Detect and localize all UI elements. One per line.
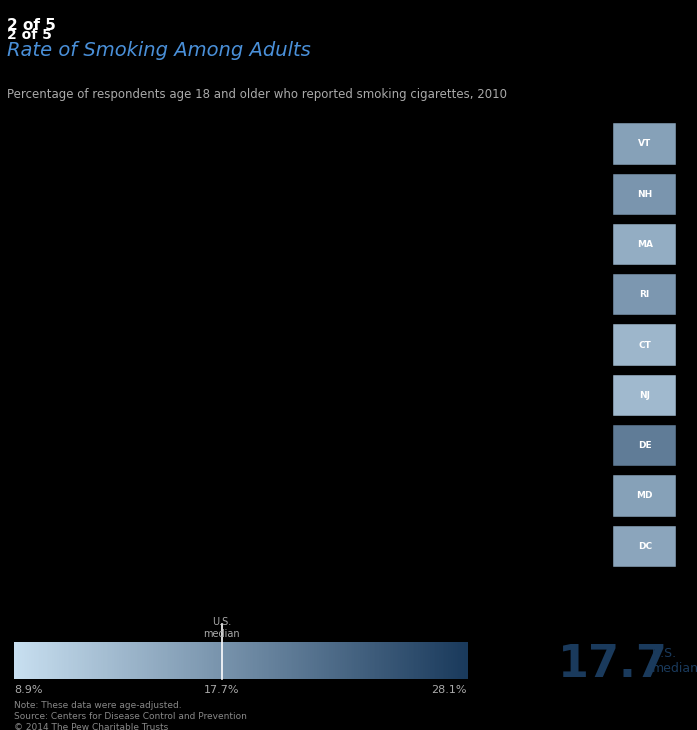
Text: NH: NH: [637, 190, 652, 199]
Text: VT: VT: [638, 139, 652, 148]
FancyBboxPatch shape: [613, 475, 676, 517]
FancyBboxPatch shape: [613, 123, 676, 164]
Text: © 2014 The Pew Charitable Trusts: © 2014 The Pew Charitable Trusts: [14, 723, 168, 730]
Text: Source: Centers for Disease Control and Prevention: Source: Centers for Disease Control and …: [14, 712, 247, 721]
Text: 8.9%: 8.9%: [14, 685, 43, 695]
Text: DC: DC: [638, 542, 652, 550]
Text: MD: MD: [636, 491, 653, 501]
Text: 17.7: 17.7: [558, 643, 668, 685]
Text: U.S.
median: U.S. median: [204, 617, 240, 639]
Text: 17.7%: 17.7%: [204, 685, 239, 695]
Text: 2 of 5: 2 of 5: [7, 18, 56, 33]
Text: CT: CT: [638, 341, 651, 350]
Text: MA: MA: [637, 240, 652, 249]
FancyBboxPatch shape: [613, 224, 676, 265]
Text: U.S.
median: U.S. median: [652, 647, 697, 675]
Text: DE: DE: [638, 441, 652, 450]
Text: NJ: NJ: [639, 391, 650, 400]
FancyBboxPatch shape: [613, 325, 676, 366]
Text: Note: These data were age-adjusted.: Note: These data were age-adjusted.: [14, 701, 181, 710]
Text: 28.1%: 28.1%: [431, 685, 467, 695]
FancyBboxPatch shape: [613, 526, 676, 567]
FancyBboxPatch shape: [613, 374, 676, 416]
Text: 2 of 5: 2 of 5: [7, 28, 52, 42]
FancyBboxPatch shape: [613, 425, 676, 466]
Text: RI: RI: [640, 291, 650, 299]
Text: Rate of Smoking Among Adults: Rate of Smoking Among Adults: [7, 41, 311, 60]
Text: Percentage of respondents age 18 and older who reported smoking cigarettes, 2010: Percentage of respondents age 18 and old…: [7, 88, 507, 101]
FancyBboxPatch shape: [613, 174, 676, 215]
FancyBboxPatch shape: [613, 274, 676, 315]
